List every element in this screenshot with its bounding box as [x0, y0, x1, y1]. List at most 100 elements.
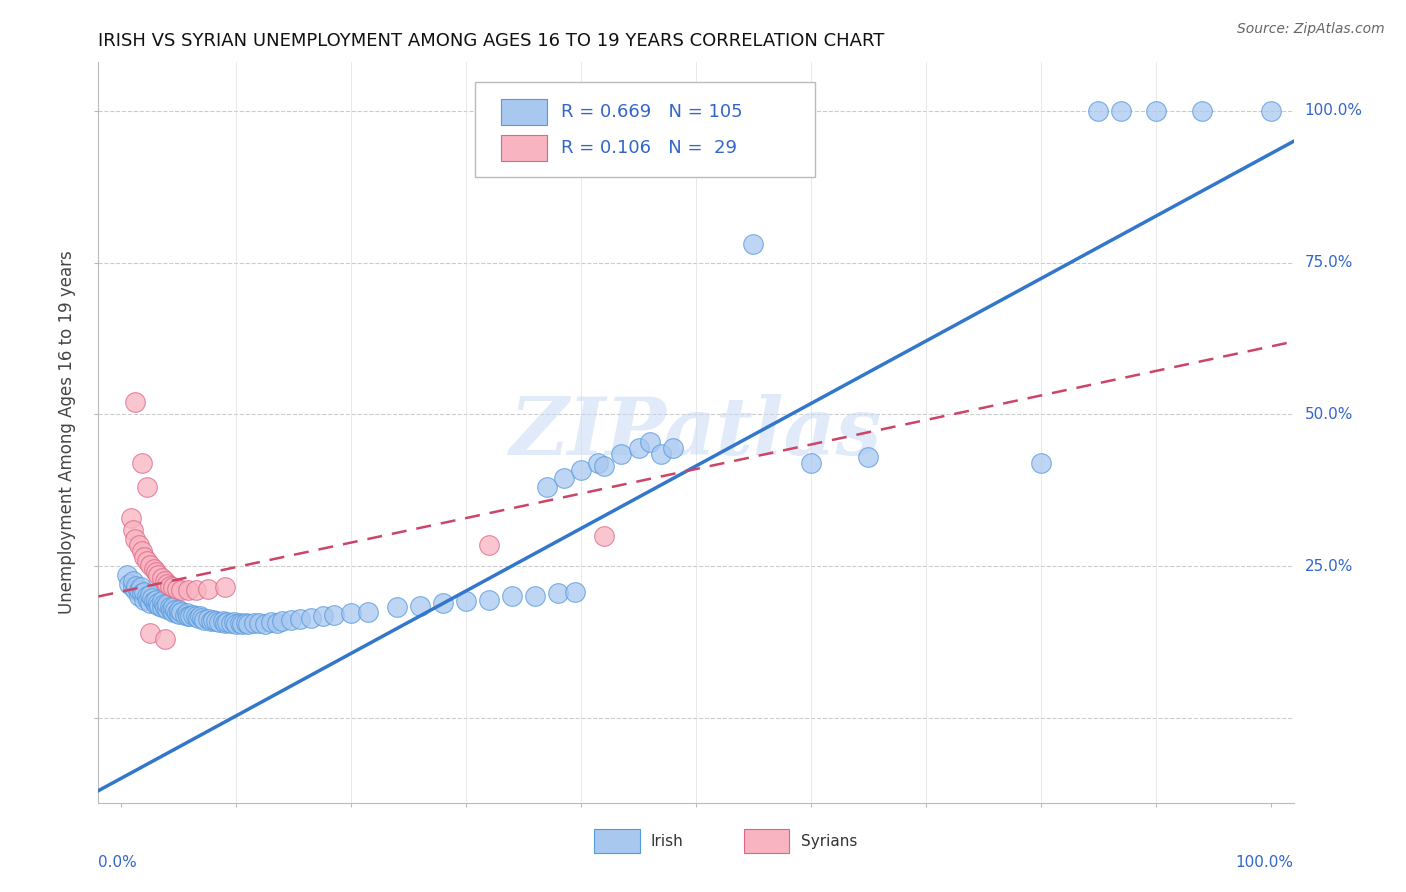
- Point: [134, 592, 156, 607]
- Point: [1191, 103, 1213, 118]
- Point: [242, 615, 264, 630]
- Text: IRISH VS SYRIAN UNEMPLOYMENT AMONG AGES 16 TO 19 YEARS CORRELATION CHART: IRISH VS SYRIAN UNEMPLOYMENT AMONG AGES …: [98, 32, 884, 50]
- Point: [128, 590, 150, 604]
- Point: [553, 471, 575, 485]
- Point: [742, 237, 765, 252]
- Bar: [501, 135, 547, 161]
- Point: [610, 447, 633, 461]
- Point: [124, 583, 146, 598]
- Point: [1260, 103, 1282, 118]
- Point: [214, 580, 236, 594]
- Point: [280, 613, 302, 627]
- Bar: [595, 830, 640, 853]
- Point: [197, 612, 219, 626]
- Point: [162, 605, 184, 619]
- Point: [184, 608, 207, 623]
- Point: [229, 615, 252, 630]
- Point: [193, 613, 215, 627]
- Point: [340, 606, 363, 620]
- Point: [139, 626, 162, 640]
- Point: [219, 616, 242, 631]
- Point: [150, 599, 173, 614]
- Point: [627, 441, 650, 455]
- Bar: [501, 99, 547, 126]
- Point: [204, 614, 226, 628]
- Point: [191, 611, 214, 625]
- Text: 100.0%: 100.0%: [1236, 855, 1294, 870]
- Point: [173, 607, 195, 622]
- Point: [524, 590, 547, 604]
- Point: [184, 583, 207, 598]
- Point: [148, 595, 170, 609]
- Point: [385, 600, 409, 615]
- Point: [139, 558, 162, 572]
- Text: R = 0.106   N =  29: R = 0.106 N = 29: [561, 138, 737, 157]
- Point: [225, 616, 247, 631]
- Point: [170, 583, 193, 598]
- Point: [214, 615, 236, 630]
- Point: [211, 614, 233, 628]
- Y-axis label: Unemployment Among Ages 16 to 19 years: Unemployment Among Ages 16 to 19 years: [58, 251, 76, 615]
- Point: [569, 463, 592, 477]
- Point: [115, 568, 138, 582]
- Point: [167, 607, 190, 621]
- Point: [179, 609, 201, 624]
- Point: [501, 590, 523, 604]
- Point: [145, 597, 167, 611]
- Point: [858, 450, 880, 464]
- Point: [260, 615, 283, 629]
- Point: [593, 529, 616, 543]
- Point: [167, 603, 190, 617]
- Point: [478, 538, 501, 552]
- Point: [222, 615, 245, 629]
- Point: [141, 591, 163, 605]
- Text: 50.0%: 50.0%: [1305, 407, 1353, 422]
- Point: [150, 571, 173, 585]
- Point: [1109, 103, 1132, 118]
- Point: [131, 544, 153, 558]
- Point: [593, 458, 616, 473]
- Point: [588, 456, 610, 470]
- Point: [235, 615, 257, 630]
- Point: [124, 395, 146, 409]
- Point: [153, 574, 176, 589]
- Point: [409, 599, 432, 613]
- Point: [139, 595, 162, 609]
- Point: [118, 577, 141, 591]
- Point: [166, 582, 188, 597]
- Text: Source: ZipAtlas.com: Source: ZipAtlas.com: [1237, 22, 1385, 37]
- Point: [1029, 456, 1052, 470]
- Point: [236, 616, 259, 631]
- Point: [247, 616, 270, 631]
- Point: [176, 607, 198, 621]
- Point: [202, 613, 225, 627]
- Point: [148, 568, 170, 582]
- Text: 75.0%: 75.0%: [1305, 255, 1353, 270]
- Text: 25.0%: 25.0%: [1305, 558, 1353, 574]
- Bar: [744, 830, 789, 853]
- Point: [650, 447, 672, 461]
- Point: [662, 441, 685, 455]
- Point: [142, 594, 165, 608]
- Point: [547, 586, 569, 600]
- Point: [145, 565, 167, 579]
- Point: [134, 584, 156, 599]
- Point: [131, 456, 153, 470]
- Point: [170, 605, 193, 619]
- Text: 100.0%: 100.0%: [1305, 103, 1362, 119]
- Point: [254, 616, 277, 631]
- Point: [800, 456, 823, 470]
- Point: [135, 554, 157, 568]
- FancyBboxPatch shape: [475, 82, 815, 178]
- Point: [165, 603, 187, 617]
- Point: [217, 615, 239, 629]
- Point: [231, 616, 253, 631]
- Point: [266, 615, 288, 630]
- Text: R = 0.669   N = 105: R = 0.669 N = 105: [561, 103, 742, 121]
- Point: [299, 611, 322, 625]
- Point: [478, 592, 501, 607]
- Point: [134, 549, 156, 564]
- Point: [187, 611, 209, 625]
- Point: [162, 600, 184, 615]
- Point: [145, 592, 167, 607]
